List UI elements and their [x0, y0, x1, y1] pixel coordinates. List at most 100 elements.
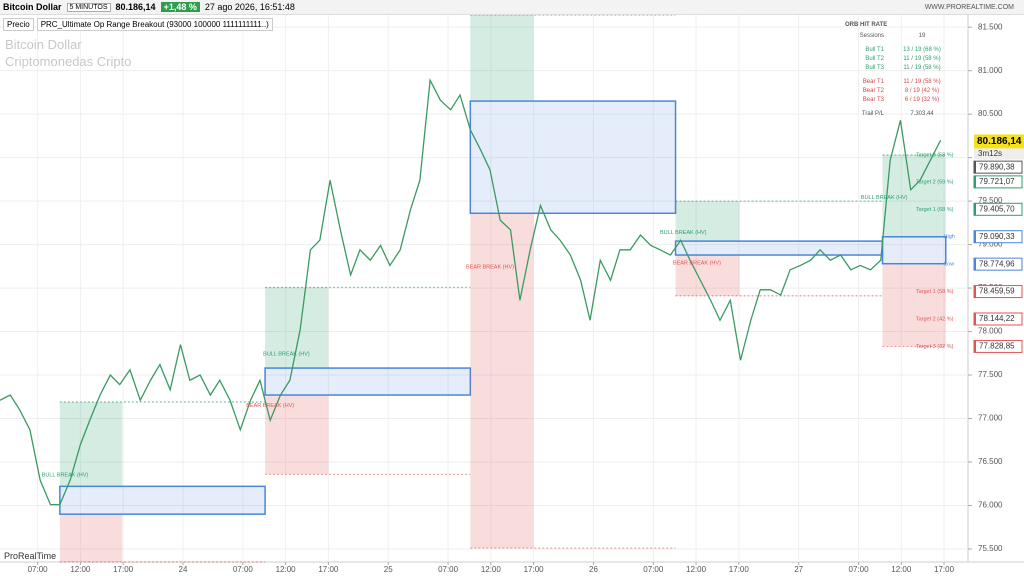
- price-label-flag: [974, 230, 976, 243]
- stats-row: Bull T3 11 / 19 (58 %): [842, 65, 962, 74]
- range-box: [469, 100, 677, 215]
- y-tick-label: 79.000: [978, 240, 1003, 249]
- y-tick-label: 76.500: [978, 457, 1003, 466]
- site[interactable]: WWW.PROREALTIME.COM: [924, 3, 1014, 11]
- price-label-flag: [974, 203, 976, 216]
- stats-value: 11 / 19 (58 %): [903, 65, 941, 71]
- y-tick-label: 80.500: [978, 109, 1003, 118]
- x-tick-label: 27: [794, 565, 803, 574]
- price-label: 78.459,59: [979, 287, 1015, 296]
- range-box: [264, 367, 472, 396]
- watermark-name: Bitcoin Dollar: [5, 37, 82, 52]
- price-label: 77.828,85: [979, 342, 1015, 351]
- legend-price[interactable]: Precio: [3, 18, 34, 31]
- annotation: BULL BREAK (HV): [263, 352, 310, 358]
- timeframe[interactable]: 5 MINUTOS: [66, 2, 111, 12]
- y-tick-label: 77.500: [978, 370, 1003, 379]
- price-line: [0, 77, 942, 506]
- stats-row: Bull T1 13 / 19 (68 %): [842, 47, 962, 56]
- price-label: 79.721,07: [979, 177, 1015, 186]
- annotation: BEAR BREAK (HV): [673, 260, 721, 266]
- bear-zone: [675, 255, 740, 296]
- brand: ProRealTime: [4, 551, 57, 561]
- bull-zone: [675, 201, 740, 242]
- range-box: [674, 240, 884, 256]
- x-tick-label: 12:00: [70, 565, 91, 574]
- x-tick-label: 07:00: [438, 565, 459, 574]
- stats-value: 19: [918, 33, 926, 39]
- price: 80.186,14: [115, 2, 156, 12]
- x-tick-label: 17:00: [934, 565, 955, 574]
- price-label: 78.144,22: [979, 314, 1015, 323]
- x-tick-label: 12:00: [276, 565, 297, 574]
- y-tick-label: 76.000: [978, 501, 1003, 510]
- stats-label: Bear T2: [862, 88, 884, 94]
- last-price-box: [974, 134, 1024, 149]
- stats-label: Bear T3: [862, 97, 884, 103]
- countdown-box: [974, 148, 1024, 160]
- range-box: [59, 485, 266, 515]
- annotation: Low: [944, 262, 954, 268]
- stats-table: ORB HIT RATE Sessions 19 Bull T1 13 / 19 (6…: [842, 22, 962, 120]
- last-price: 80.186,14: [977, 136, 1022, 147]
- annotation: High: [944, 234, 955, 240]
- x-tick-label: 07:00: [643, 565, 664, 574]
- stats-value: 11 / 19 (58 %): [903, 56, 941, 62]
- annotation: Target 1 (68 %): [916, 207, 954, 213]
- y-tick-label: 79.500: [978, 196, 1003, 205]
- x-tick-label: 17:00: [318, 565, 339, 574]
- annotation: BULL BREAK (HV): [660, 230, 707, 236]
- annotation: BULL BREAK (HV): [861, 195, 908, 201]
- x-tick-label: 26: [589, 565, 598, 574]
- stats-label: Bull T3: [865, 65, 884, 71]
- annotation: Target 1 (58 %): [916, 289, 954, 295]
- price-label-flag: [974, 175, 976, 188]
- stats-row: Bull T2 11 / 19 (58 %): [842, 56, 962, 65]
- x-tick-label: 12:00: [481, 565, 502, 574]
- stats-row: Trail P/L 7.303,44: [842, 111, 962, 120]
- symbol[interactable]: Bitcoin Dollar: [3, 2, 62, 12]
- watermark-market: Criptomonedas Cripto: [5, 54, 132, 69]
- annotation: Target 3 (58 %): [916, 152, 954, 158]
- stats-label: Sessions: [859, 33, 884, 39]
- stats-value: 11 / 19 (58 %): [903, 79, 941, 85]
- x-tick-label: 07:00: [28, 565, 49, 574]
- bull-zone: [882, 155, 946, 237]
- x-tick-label: 17:00: [113, 565, 134, 574]
- x-tick-label: 12:00: [891, 565, 912, 574]
- bear-zone: [470, 213, 534, 549]
- stats-value: 8 / 19 (42 %): [904, 88, 940, 94]
- x-tick-label: 07:00: [233, 565, 254, 574]
- bear-zone: [882, 263, 946, 347]
- annotation: Target 2 (42 %): [916, 316, 954, 322]
- watermark: Bitcoin Dollar Criptomonedas Cripto: [5, 36, 131, 70]
- bear-zone: [59, 514, 123, 562]
- countdown: 3m12s: [978, 149, 1002, 158]
- legend-indicator[interactable]: PRC_Ultimate Op Range Breakout (93000 10…: [36, 18, 273, 31]
- price-label-flag: [974, 313, 976, 326]
- legend: Precio PRC_Ultimate Op Range Breakout (9…: [3, 18, 273, 31]
- y-tick-label: 81.000: [978, 66, 1003, 75]
- price-label: 79.890,38: [979, 162, 1015, 171]
- y-tick-label: 77.000: [978, 414, 1003, 423]
- x-tick-label: 07:00: [849, 565, 870, 574]
- price-label-flag: [974, 161, 976, 174]
- price-label: 79.405,70: [979, 204, 1015, 213]
- annotation: Target 2 (59 %): [916, 179, 954, 185]
- annotation: BEAR BREAK (HV): [466, 265, 514, 271]
- stats-value: 7.303,44: [910, 111, 934, 117]
- annotation: BEAR BREAK (HV): [246, 403, 294, 409]
- stats-row: Bear T1 11 / 19 (58 %): [842, 79, 962, 88]
- price-label: 79.090,33: [979, 232, 1015, 241]
- toolbar: Bitcoin Dollar 5 MINUTOS 80.186,14 +1,48…: [0, 0, 1024, 15]
- annotation: Target 3 (32 %): [916, 344, 954, 350]
- stats-label: Bear T1: [862, 79, 884, 85]
- datetime: 27 ago 2026, 16:51:48: [204, 2, 295, 12]
- price-label: 78.774,96: [979, 259, 1015, 268]
- bull-zone: [265, 287, 329, 369]
- x-tick-label: 17:00: [524, 565, 545, 574]
- y-tick-label: 75.500: [978, 544, 1003, 553]
- bull-zone: [470, 15, 534, 102]
- stats-value: 6 / 19 (32 %): [904, 97, 940, 103]
